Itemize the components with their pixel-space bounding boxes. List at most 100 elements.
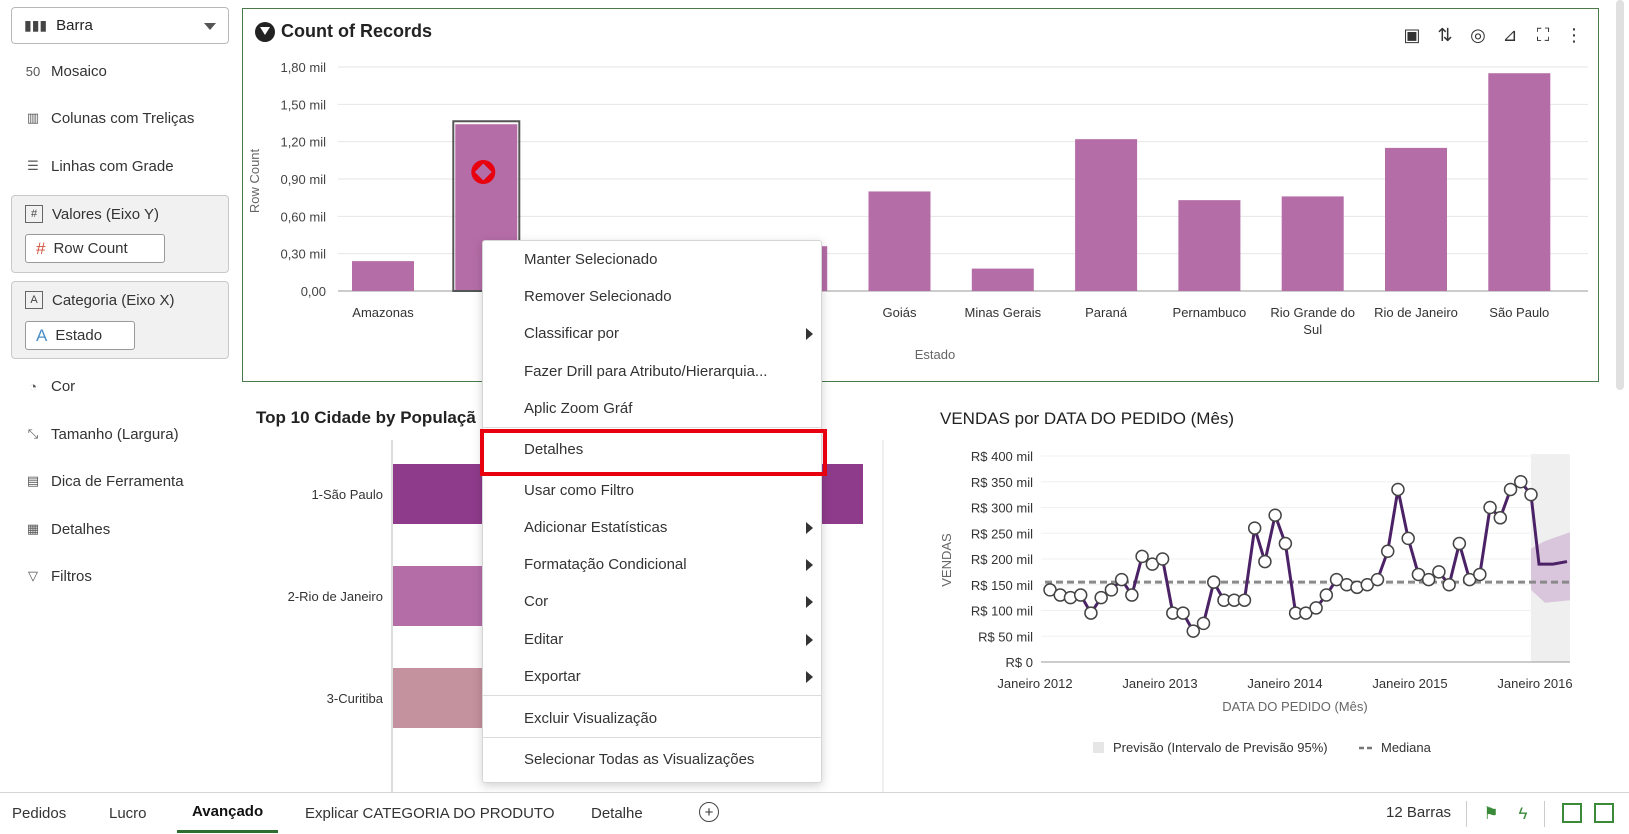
bar-chart-icon: ▮▮▮: [24, 17, 48, 33]
target-icon[interactable]: ◎: [1470, 24, 1486, 45]
bar[interactable]: [1281, 196, 1344, 291]
chart-settings-icon[interactable]: ⊿: [1502, 24, 1518, 45]
menu-item-classificar-por[interactable]: Classificar por: [483, 316, 821, 350]
data-point[interactable]: [1442, 578, 1456, 592]
data-point[interactable]: [1084, 606, 1098, 620]
values-drop-zone[interactable]: # Valores (Eixo Y) # Row Count: [11, 195, 229, 273]
y-tick-label: 0,30 mil: [280, 247, 326, 262]
grammar-item-dica[interactable]: ▤ Dica de Ferramenta: [24, 469, 184, 493]
tab-lucro[interactable]: Lucro: [109, 793, 147, 833]
bar-chart-svg: 0,00 0,30 mil 0,60 mil 0,90 mil 1,20 mil 1,50…: [247, 60, 1588, 362]
menu-item-exportar[interactable]: Exportar: [483, 659, 821, 693]
tab-label: Explicar CATEGORIA DO PRODUTO: [305, 804, 555, 822]
bar[interactable]: [868, 191, 931, 291]
data-point[interactable]: [1524, 487, 1538, 502]
bar[interactable]: [971, 268, 1034, 291]
data-point[interactable]: [1247, 521, 1262, 535]
bar[interactable]: [1075, 139, 1138, 291]
data-point[interactable]: [1258, 554, 1272, 569]
menu-item-remover-selecionado[interactable]: Remover Selecionado: [483, 279, 821, 313]
grammar-item-mosaico[interactable]: 50 Mosaico: [24, 59, 107, 83]
data-point[interactable]: [1278, 536, 1293, 551]
menu-item-label: Remover Selecionado: [524, 287, 672, 305]
panel-right-icon[interactable]: [1594, 803, 1614, 823]
panel-left-icon[interactable]: [1562, 803, 1582, 823]
menu-item-excluir[interactable]: Excluir Visualização: [483, 701, 821, 735]
data-point[interactable]: [1483, 500, 1497, 515]
data-point[interactable]: [1309, 601, 1323, 615]
chevron-down-icon[interactable]: [204, 23, 216, 30]
chart-type-select[interactable]: ▮▮▮ Barra: [11, 7, 229, 44]
tab-detalhe[interactable]: Detalhe: [591, 793, 643, 833]
menu-item-zoom[interactable]: Aplic Zoom Gráf: [483, 391, 821, 425]
menu-item-formatacao[interactable]: Formatação Condicional: [483, 547, 821, 581]
add-tab-icon[interactable]: +: [699, 802, 719, 822]
more-options-icon[interactable]: ⋮: [1565, 24, 1583, 45]
grammar-item-cor[interactable]: ◔ Cor: [24, 374, 75, 398]
data-point[interactable]: [1473, 567, 1487, 582]
data-point[interactable]: [1421, 572, 1436, 587]
data-point[interactable]: [1155, 552, 1170, 566]
tab-explicar[interactable]: Explicar CATEGORIA DO PRODUTO: [305, 793, 555, 833]
forecast-line: [1529, 494, 1568, 566]
bar[interactable]: [352, 261, 414, 291]
sort-icon[interactable]: ⇅: [1437, 24, 1453, 45]
menu-item-estatisticas[interactable]: Adicionar Estatísticas: [483, 510, 821, 544]
row-count-pill[interactable]: # Row Count: [25, 234, 165, 263]
data-point[interactable]: [1391, 482, 1405, 497]
grammar-item-colunas[interactable]: ▥ Colunas com Treliças: [24, 106, 195, 130]
data-point[interactable]: [1452, 536, 1467, 551]
menu-item-label: Fazer Drill para Atributo/Hierarquia...: [524, 362, 768, 380]
menu-item-manter-selecionado[interactable]: Manter Selecionado: [483, 242, 821, 276]
menu-item-drill[interactable]: Fazer Drill para Atributo/Hierarquia...: [483, 354, 821, 388]
menu-item-detalhes[interactable]: Detalhes: [483, 432, 821, 466]
menu-item-selecionar-todas[interactable]: Selecionar Todas as Visualizações: [483, 742, 821, 776]
tab-avancado[interactable]: Avançado: [177, 793, 279, 833]
filter-icon[interactable]: [255, 21, 275, 42]
grammar-item-filtros[interactable]: ▽ Filtros: [24, 564, 92, 588]
maximize-icon[interactable]: ⛶: [1536, 24, 1550, 45]
brush-icon[interactable]: ⚑: [1483, 804, 1499, 823]
data-point[interactable]: [1135, 549, 1149, 564]
vertical-scrollbar[interactable]: [1616, 0, 1624, 390]
data-point[interactable]: [1094, 590, 1108, 605]
data-point[interactable]: [1206, 575, 1221, 589]
grammar-item-detalhes[interactable]: ▦ Detalhes: [24, 517, 110, 541]
menu-item-usar-filtro[interactable]: Usar como Filtro: [483, 473, 821, 507]
data-point[interactable]: [1432, 565, 1446, 579]
grammar-item-tamanho[interactable]: ⤡ Tamanho (Largura): [24, 422, 179, 446]
y-tick-label: 1-São Paulo: [311, 487, 383, 502]
data-point[interactable]: [1503, 482, 1518, 497]
vendas-line-chart[interactable]: R$ 0 R$ 50 mil R$ 100 mil R$ 150 mil R$ 200 …: [935, 440, 1600, 770]
data-point[interactable]: [1186, 624, 1201, 638]
data-point[interactable]: [1176, 606, 1190, 620]
data-point[interactable]: [1196, 616, 1211, 631]
estado-pill[interactable]: A Estado: [25, 321, 135, 350]
data-point[interactable]: [1073, 588, 1088, 602]
bar[interactable]: [1488, 73, 1551, 291]
traffic-light-icon[interactable]: ▣: [1403, 24, 1421, 45]
data-point[interactable]: [1268, 508, 1282, 522]
grammar-item-linhas[interactable]: ☰ Linhas com Grade: [24, 154, 173, 178]
bar[interactable]: [1178, 200, 1241, 291]
data-point[interactable]: [1114, 572, 1129, 587]
data-point[interactable]: [1104, 583, 1119, 597]
category-drop-zone[interactable]: A Categoria (Eixo X) A Estado: [11, 281, 229, 359]
data-point[interactable]: [1125, 588, 1139, 602]
count-of-records-chart[interactable]: Count of Records ▣ ⇅ ◎ ⊿ ⛶ ⋮ 0,00 0,30 mi…: [242, 8, 1599, 382]
data-point[interactable]: [1380, 544, 1395, 559]
data-point[interactable]: [1237, 593, 1252, 607]
menu-item-cor[interactable]: Cor: [483, 584, 821, 618]
data-point[interactable]: [1319, 588, 1334, 602]
data-point[interactable]: [1401, 531, 1415, 546]
data-point[interactable]: [1493, 511, 1508, 525]
data-point[interactable]: [1370, 572, 1385, 587]
data-point[interactable]: [1514, 475, 1528, 489]
grammar-item-label: Cor: [51, 377, 76, 395]
menu-item-editar[interactable]: Editar: [483, 622, 821, 656]
tab-label: Avançado: [192, 803, 264, 820]
tab-pedidos[interactable]: Pedidos: [12, 793, 66, 833]
lightning-icon[interactable]: ϟ: [1518, 804, 1528, 823]
bar[interactable]: [1385, 147, 1447, 291]
